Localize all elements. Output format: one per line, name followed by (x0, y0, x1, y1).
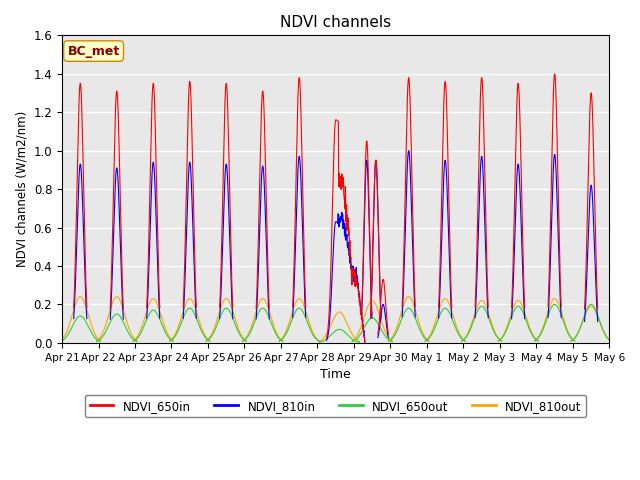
Title: NDVI channels: NDVI channels (280, 15, 391, 30)
Legend: NDVI_650in, NDVI_810in, NDVI_650out, NDVI_810out: NDVI_650in, NDVI_810in, NDVI_650out, NDV… (85, 395, 586, 417)
Y-axis label: NDVI channels (W/m2/nm): NDVI channels (W/m2/nm) (15, 111, 28, 267)
X-axis label: Time: Time (321, 368, 351, 381)
Text: BC_met: BC_met (67, 45, 120, 58)
